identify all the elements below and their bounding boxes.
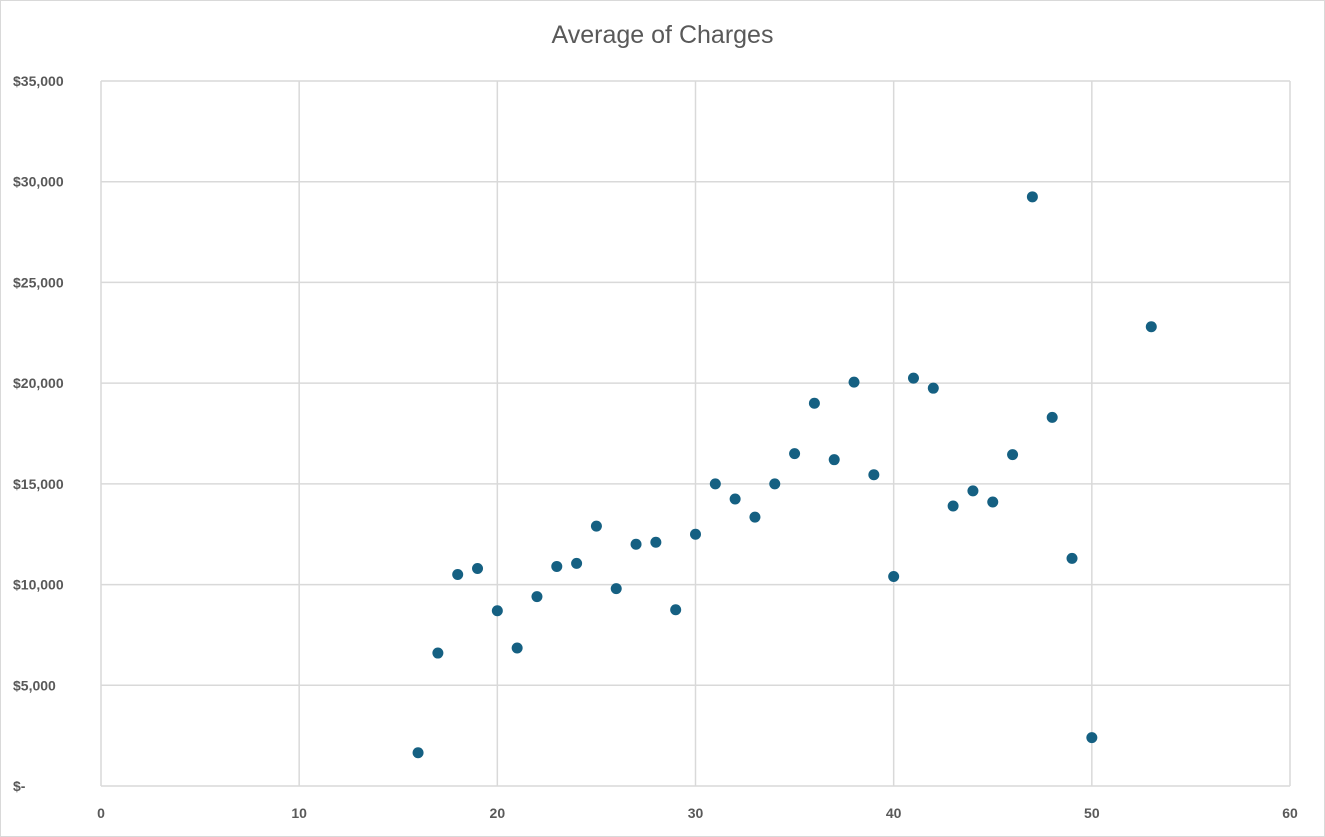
data-point (808, 397, 820, 409)
y-tick-label: $20,000 (13, 375, 64, 391)
data-point (947, 500, 959, 512)
data-point (967, 485, 979, 497)
data-point (511, 642, 523, 654)
x-tick-label: 10 (291, 805, 307, 821)
data-point (1026, 191, 1038, 203)
data-point (1145, 321, 1157, 333)
data-point (1066, 552, 1078, 564)
data-point (690, 528, 701, 540)
x-tick-label: 20 (490, 805, 506, 821)
data-point (927, 382, 939, 394)
data-point (491, 605, 503, 617)
x-tick-label: 30 (688, 805, 704, 821)
data-point (868, 469, 880, 481)
y-tick-label: $5,000 (13, 677, 56, 693)
data-point (749, 511, 761, 523)
data-point (630, 538, 642, 550)
data-point (531, 591, 543, 603)
data-point (709, 478, 721, 490)
data-point (1086, 732, 1098, 744)
data-point (907, 372, 919, 384)
data-point (452, 569, 464, 580)
x-tick-label: 50 (1084, 805, 1100, 821)
y-tick-label: $30,000 (13, 174, 64, 190)
y-tick-label: $35,000 (13, 73, 64, 89)
data-point (987, 496, 999, 508)
data-point (769, 478, 781, 490)
data-point (848, 376, 860, 388)
data-point (412, 747, 424, 759)
data-point (729, 493, 741, 505)
data-point (472, 562, 484, 574)
chart-title: Average of Charges (551, 21, 774, 49)
x-tick-label: 0 (97, 805, 105, 821)
y-tick-label: $10,000 (13, 577, 64, 593)
tick-labels: $- $5,000 $10,000 $15,000 $20,000 $25,000 $30,… (13, 73, 1298, 821)
data-point (571, 557, 583, 569)
x-tick-label: 40 (886, 805, 902, 821)
data-point (432, 647, 444, 659)
data-point (888, 571, 900, 583)
data-point (670, 604, 682, 616)
data-point (1007, 449, 1019, 461)
gridlines (100, 80, 1291, 787)
data-point (789, 448, 801, 460)
y-tick-label: $25,000 (13, 274, 64, 290)
x-tick-label: 60 (1282, 805, 1298, 821)
data-points (412, 191, 1157, 759)
y-tick-label: $- (13, 778, 26, 794)
data-point (590, 520, 602, 532)
data-point (551, 560, 563, 572)
data-point (828, 454, 840, 466)
y-tick-label: $15,000 (13, 476, 64, 492)
data-point (610, 583, 622, 595)
data-point (650, 536, 662, 548)
data-point (1046, 411, 1058, 423)
